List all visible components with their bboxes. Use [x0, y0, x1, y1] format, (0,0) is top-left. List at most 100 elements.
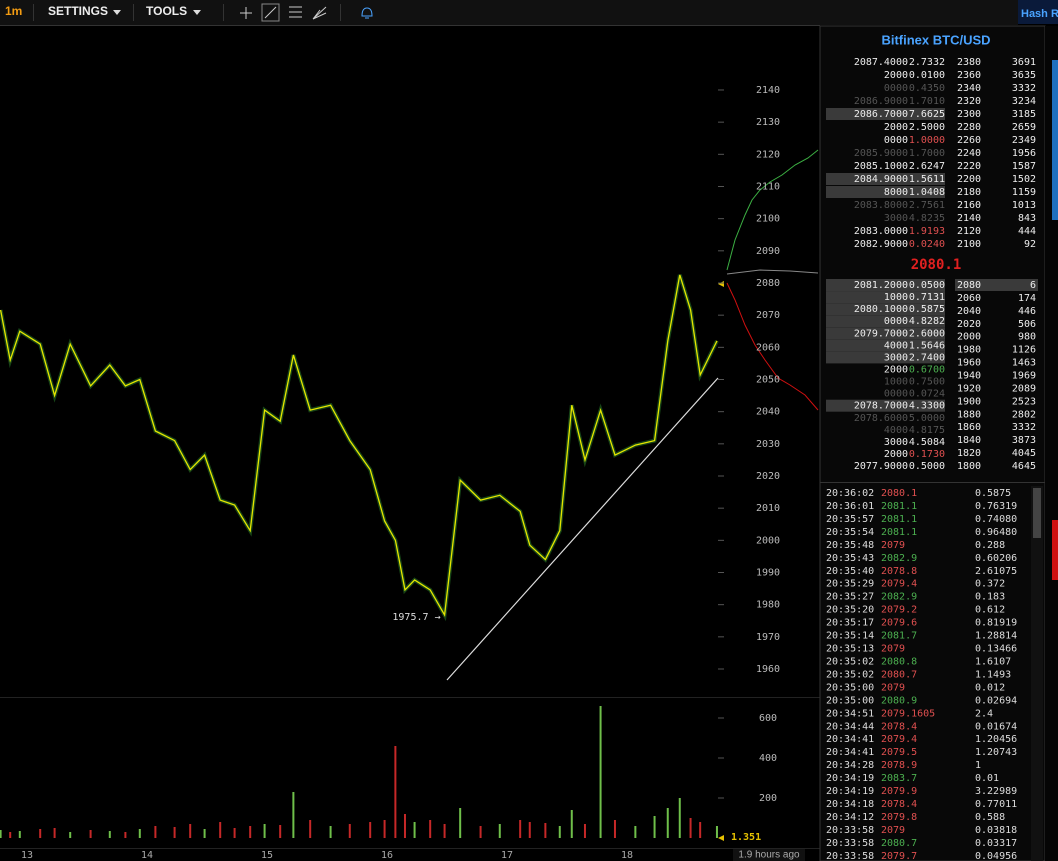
trade-amount: 2.4: [975, 708, 993, 719]
trade-time: 20:35:20: [826, 605, 874, 616]
book-amount: 5.0000: [909, 413, 945, 424]
book-price: 2078.7000: [854, 401, 908, 412]
volume-bar: [558, 826, 561, 838]
trade-time: 20:33:58: [826, 851, 874, 861]
trade-amount: 0.012: [975, 682, 1005, 693]
crosshair-tool[interactable]: [240, 7, 252, 19]
trade-amount: 0.60206: [975, 553, 1017, 564]
volume-bar: [383, 820, 386, 838]
trade-price: 2079.6: [881, 618, 917, 629]
book-price: 0000: [884, 135, 908, 146]
trade-price: 2078.9: [881, 760, 917, 771]
depth-total: 3332: [1012, 83, 1036, 94]
last-volume-marker: [718, 835, 724, 841]
book-amount: 1.5611: [909, 174, 945, 185]
trade-price: 2082.9: [881, 553, 917, 564]
depth-price: 1960: [957, 358, 981, 369]
volume-bar: [528, 822, 531, 838]
volume-bar: [124, 832, 127, 838]
scrollbar-thumb[interactable]: [1033, 488, 1041, 538]
depth-total: 3234: [1012, 96, 1036, 107]
x-tick-label: 16: [381, 850, 393, 861]
trade-price: 2080.1: [881, 488, 917, 499]
trade-amount: 0.04956: [975, 851, 1017, 861]
dropdown-arrow: [193, 10, 201, 15]
y-tick-label: 200: [759, 793, 777, 804]
book-amount: 2.7400: [909, 352, 945, 363]
now-label-bg: [733, 849, 805, 861]
y-tick-label: 1970: [756, 632, 780, 643]
depth-total: 3873: [1012, 435, 1036, 446]
trade-time: 20:34:19: [826, 786, 874, 797]
trade-time: 20:35:02: [826, 669, 874, 680]
volume-bar: [138, 829, 141, 838]
volume-bar: [699, 822, 702, 838]
trade-time: 20:35:00: [826, 682, 874, 693]
book-amount: 2.7561: [909, 200, 945, 211]
trade-price: 2083.7: [881, 773, 917, 784]
trade-price: 2080.7: [881, 669, 917, 680]
depth-total: 6: [1030, 280, 1036, 291]
edge-panel: [1045, 26, 1058, 861]
depth-total: 1969: [1012, 371, 1036, 382]
volume-bar: [39, 829, 42, 838]
book-amount: 1.7010: [909, 96, 945, 107]
volume-bar: [653, 816, 656, 838]
book-amount: 4.3300: [909, 401, 945, 412]
y-tick-label: 400: [759, 753, 777, 764]
book-amount: 0.0500: [909, 280, 945, 291]
volume-bar: [219, 822, 222, 838]
depth-price: 1940: [957, 371, 981, 382]
y-tick-label: 2130: [756, 117, 780, 128]
trade-amount: 0.288: [975, 540, 1005, 551]
volume-bar: [369, 822, 372, 838]
x-tick-label: 14: [141, 850, 153, 861]
interval-button[interactable]: 1m: [5, 4, 22, 18]
depth-price: 2300: [957, 109, 981, 120]
trade-price: 2079.2: [881, 605, 917, 616]
volume-bar: [108, 831, 111, 838]
depth-price: 2200: [957, 174, 981, 185]
trade-amount: 0.183: [975, 592, 1005, 603]
volume-bar: [233, 828, 236, 838]
depth-price: 2020: [957, 319, 981, 330]
trade-time: 20:36:01: [826, 501, 874, 512]
book-amount: 0.5000: [909, 461, 945, 472]
book-price: 2078.6000: [854, 413, 908, 424]
volume-bar: [443, 824, 446, 838]
depth-price: 2160: [957, 200, 981, 211]
book-price: 3000: [884, 213, 908, 224]
book-amount: 7.6625: [909, 109, 945, 120]
volume-bar: [18, 831, 21, 838]
y-tick-label: 2000: [756, 535, 780, 546]
y-tick-label: 2030: [756, 439, 780, 450]
trendline-tool[interactable]: [261, 3, 280, 22]
alert-button[interactable]: [361, 7, 373, 19]
depth-total: 2659: [1012, 122, 1036, 133]
depth-total: 1013: [1012, 200, 1036, 211]
fan-tool[interactable]: [312, 6, 327, 20]
trade-time: 20:34:44: [826, 721, 874, 732]
trade-time: 20:34:51: [826, 708, 874, 719]
depth-price: 1820: [957, 448, 981, 459]
book-highlight: [826, 303, 945, 316]
volume-bar: [689, 818, 692, 838]
book-price: 2082.9000: [854, 239, 908, 250]
book-amount: 1.9193: [909, 226, 945, 237]
volume-bar: [666, 808, 669, 838]
hline-tool[interactable]: [289, 6, 302, 18]
settings-menu[interactable]: SETTINGS: [48, 4, 108, 18]
bid-depth-curve: [726, 282, 819, 411]
book-amount: 2.5000: [909, 122, 945, 133]
book-amount: 1.5646: [909, 340, 945, 351]
volume-bar: [279, 825, 282, 838]
trend-line[interactable]: [446, 377, 719, 681]
book-price: 4000: [884, 340, 908, 351]
trade-time: 20:35:29: [826, 579, 874, 590]
book-amount: 4.5084: [909, 437, 945, 448]
trade-amount: 0.81919: [975, 618, 1017, 629]
book-amount: 2.6247: [909, 161, 945, 172]
book-price: 0000: [884, 389, 908, 400]
tools-menu[interactable]: TOOLS: [146, 4, 187, 18]
trade-amount: 0.77011: [975, 799, 1017, 810]
